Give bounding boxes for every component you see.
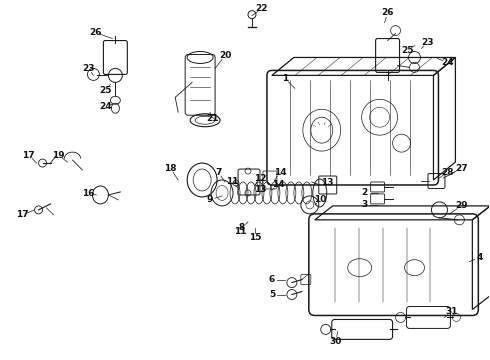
Text: 23: 23 (82, 64, 95, 73)
Text: 11: 11 (234, 227, 246, 236)
Text: 20: 20 (219, 51, 231, 60)
Text: 22: 22 (256, 4, 268, 13)
Text: 14: 14 (273, 167, 286, 176)
Text: 3: 3 (362, 201, 368, 210)
Text: 5: 5 (269, 290, 275, 299)
Text: 11: 11 (226, 177, 238, 186)
Text: 4: 4 (476, 253, 483, 262)
Text: 17: 17 (16, 210, 29, 219)
Text: 23: 23 (421, 38, 434, 47)
Text: 25: 25 (401, 46, 414, 55)
Text: 1: 1 (282, 74, 288, 83)
Text: 28: 28 (441, 167, 454, 176)
Text: 24: 24 (441, 58, 454, 67)
Text: 12: 12 (254, 174, 266, 183)
Text: 26: 26 (381, 8, 394, 17)
Text: 29: 29 (455, 201, 467, 210)
Text: 27: 27 (455, 163, 467, 172)
Text: 8: 8 (239, 223, 245, 232)
Text: 26: 26 (89, 28, 102, 37)
Text: 25: 25 (99, 86, 112, 95)
Text: 16: 16 (82, 189, 95, 198)
Text: 18: 18 (164, 163, 176, 172)
Text: 13: 13 (321, 179, 334, 188)
Text: 14: 14 (271, 180, 284, 189)
Text: 15: 15 (249, 233, 261, 242)
Text: 7: 7 (215, 167, 221, 176)
Text: 30: 30 (330, 337, 342, 346)
Text: 31: 31 (445, 307, 458, 316)
Text: 19: 19 (52, 150, 65, 159)
Text: 10: 10 (314, 195, 326, 204)
Text: 21: 21 (206, 114, 219, 123)
Text: 6: 6 (269, 275, 275, 284)
Text: 24: 24 (99, 102, 112, 111)
Text: 13: 13 (254, 185, 266, 194)
Text: 9: 9 (207, 195, 213, 204)
Text: 17: 17 (23, 150, 35, 159)
Text: 2: 2 (362, 188, 368, 197)
